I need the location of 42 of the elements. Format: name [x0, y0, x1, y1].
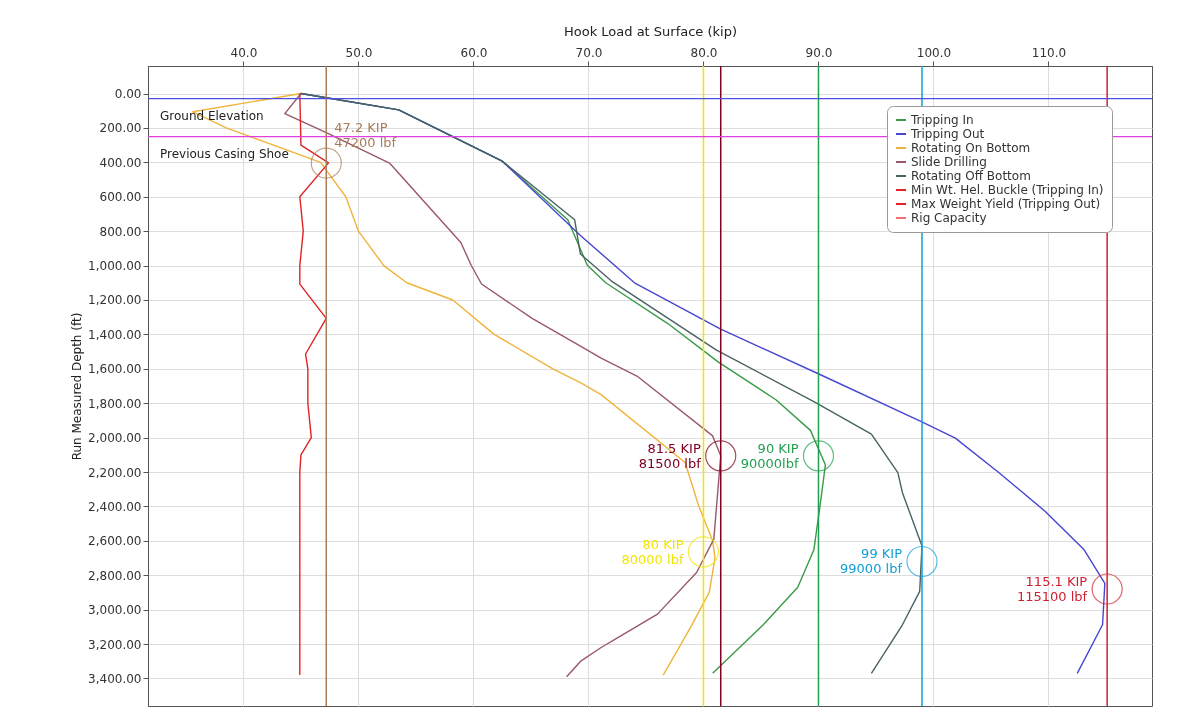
y-tick-label: 0.00: [114, 87, 142, 102]
annotation: 90 KIP 90000lbf: [740, 440, 799, 471]
legend-label: Tripping Out: [910, 127, 985, 141]
y-tick-label: 200.00: [99, 121, 142, 136]
ref-line-label: Previous Casing Shoe: [160, 146, 289, 161]
y-axis-title: Run Measured Depth (ft): [70, 312, 85, 461]
y-tick-label: 1,600.00: [88, 362, 142, 377]
y-tick-label: 400.00: [99, 155, 142, 170]
x-tick-label: 70.0: [575, 45, 603, 60]
x-tick-label: 110.0: [1031, 45, 1067, 60]
ref-line-label: Ground Elevation: [160, 108, 264, 123]
legend-label: Min Wt. Hel. Buckle (Tripping In): [911, 183, 1104, 197]
x-axis-title: Hook Load at Surface (kip): [563, 23, 738, 39]
annotation: 99 KIP 99000 lbf: [840, 546, 903, 577]
legend-label: Rotating On Bottom: [911, 141, 1031, 155]
y-tick-label: 3,000.00: [88, 603, 142, 618]
y-tick-label: 1,000.00: [88, 259, 142, 274]
y-tick-label: 3,400.00: [88, 671, 142, 686]
y-tick-label: 1,400.00: [88, 327, 142, 342]
y-tick-label: 2,200.00: [88, 465, 142, 480]
legend-label: Slide Drilling: [911, 155, 987, 169]
x-tick-label: 60.0: [460, 45, 488, 60]
y-tick-label: 1,200.00: [88, 293, 142, 308]
x-tick-label: 100.0: [916, 45, 952, 60]
y-tick-label: 2,400.00: [88, 499, 142, 514]
y-tick-label: 800.00: [99, 224, 142, 239]
x-tick-label: 50.0: [345, 45, 373, 60]
legend-label: Rig Capacity: [911, 211, 987, 225]
x-tick-label: 90.0: [805, 45, 833, 60]
y-tick-label: 1,800.00: [88, 396, 142, 411]
y-tick-label: 3,200.00: [88, 637, 142, 652]
legend-label: Rotating Off Bottom: [911, 169, 1031, 183]
y-tick-label: 2,800.00: [88, 568, 142, 583]
annotation: 115.1 KIP 115100 lbf: [1016, 574, 1088, 605]
legend-label: Tripping In: [910, 113, 974, 127]
x-tick-label: 80.0: [690, 45, 718, 60]
y-tick-label: 2,600.00: [88, 534, 142, 549]
y-tick-label: 600.00: [99, 190, 142, 205]
y-tick-label: 2,000.00: [88, 431, 142, 446]
annotation: 80 KIP 80000 lbf: [621, 536, 684, 567]
legend-label: Max Weight Yield (Tripping Out): [911, 197, 1101, 211]
x-tick-label: 40.0: [230, 45, 258, 60]
